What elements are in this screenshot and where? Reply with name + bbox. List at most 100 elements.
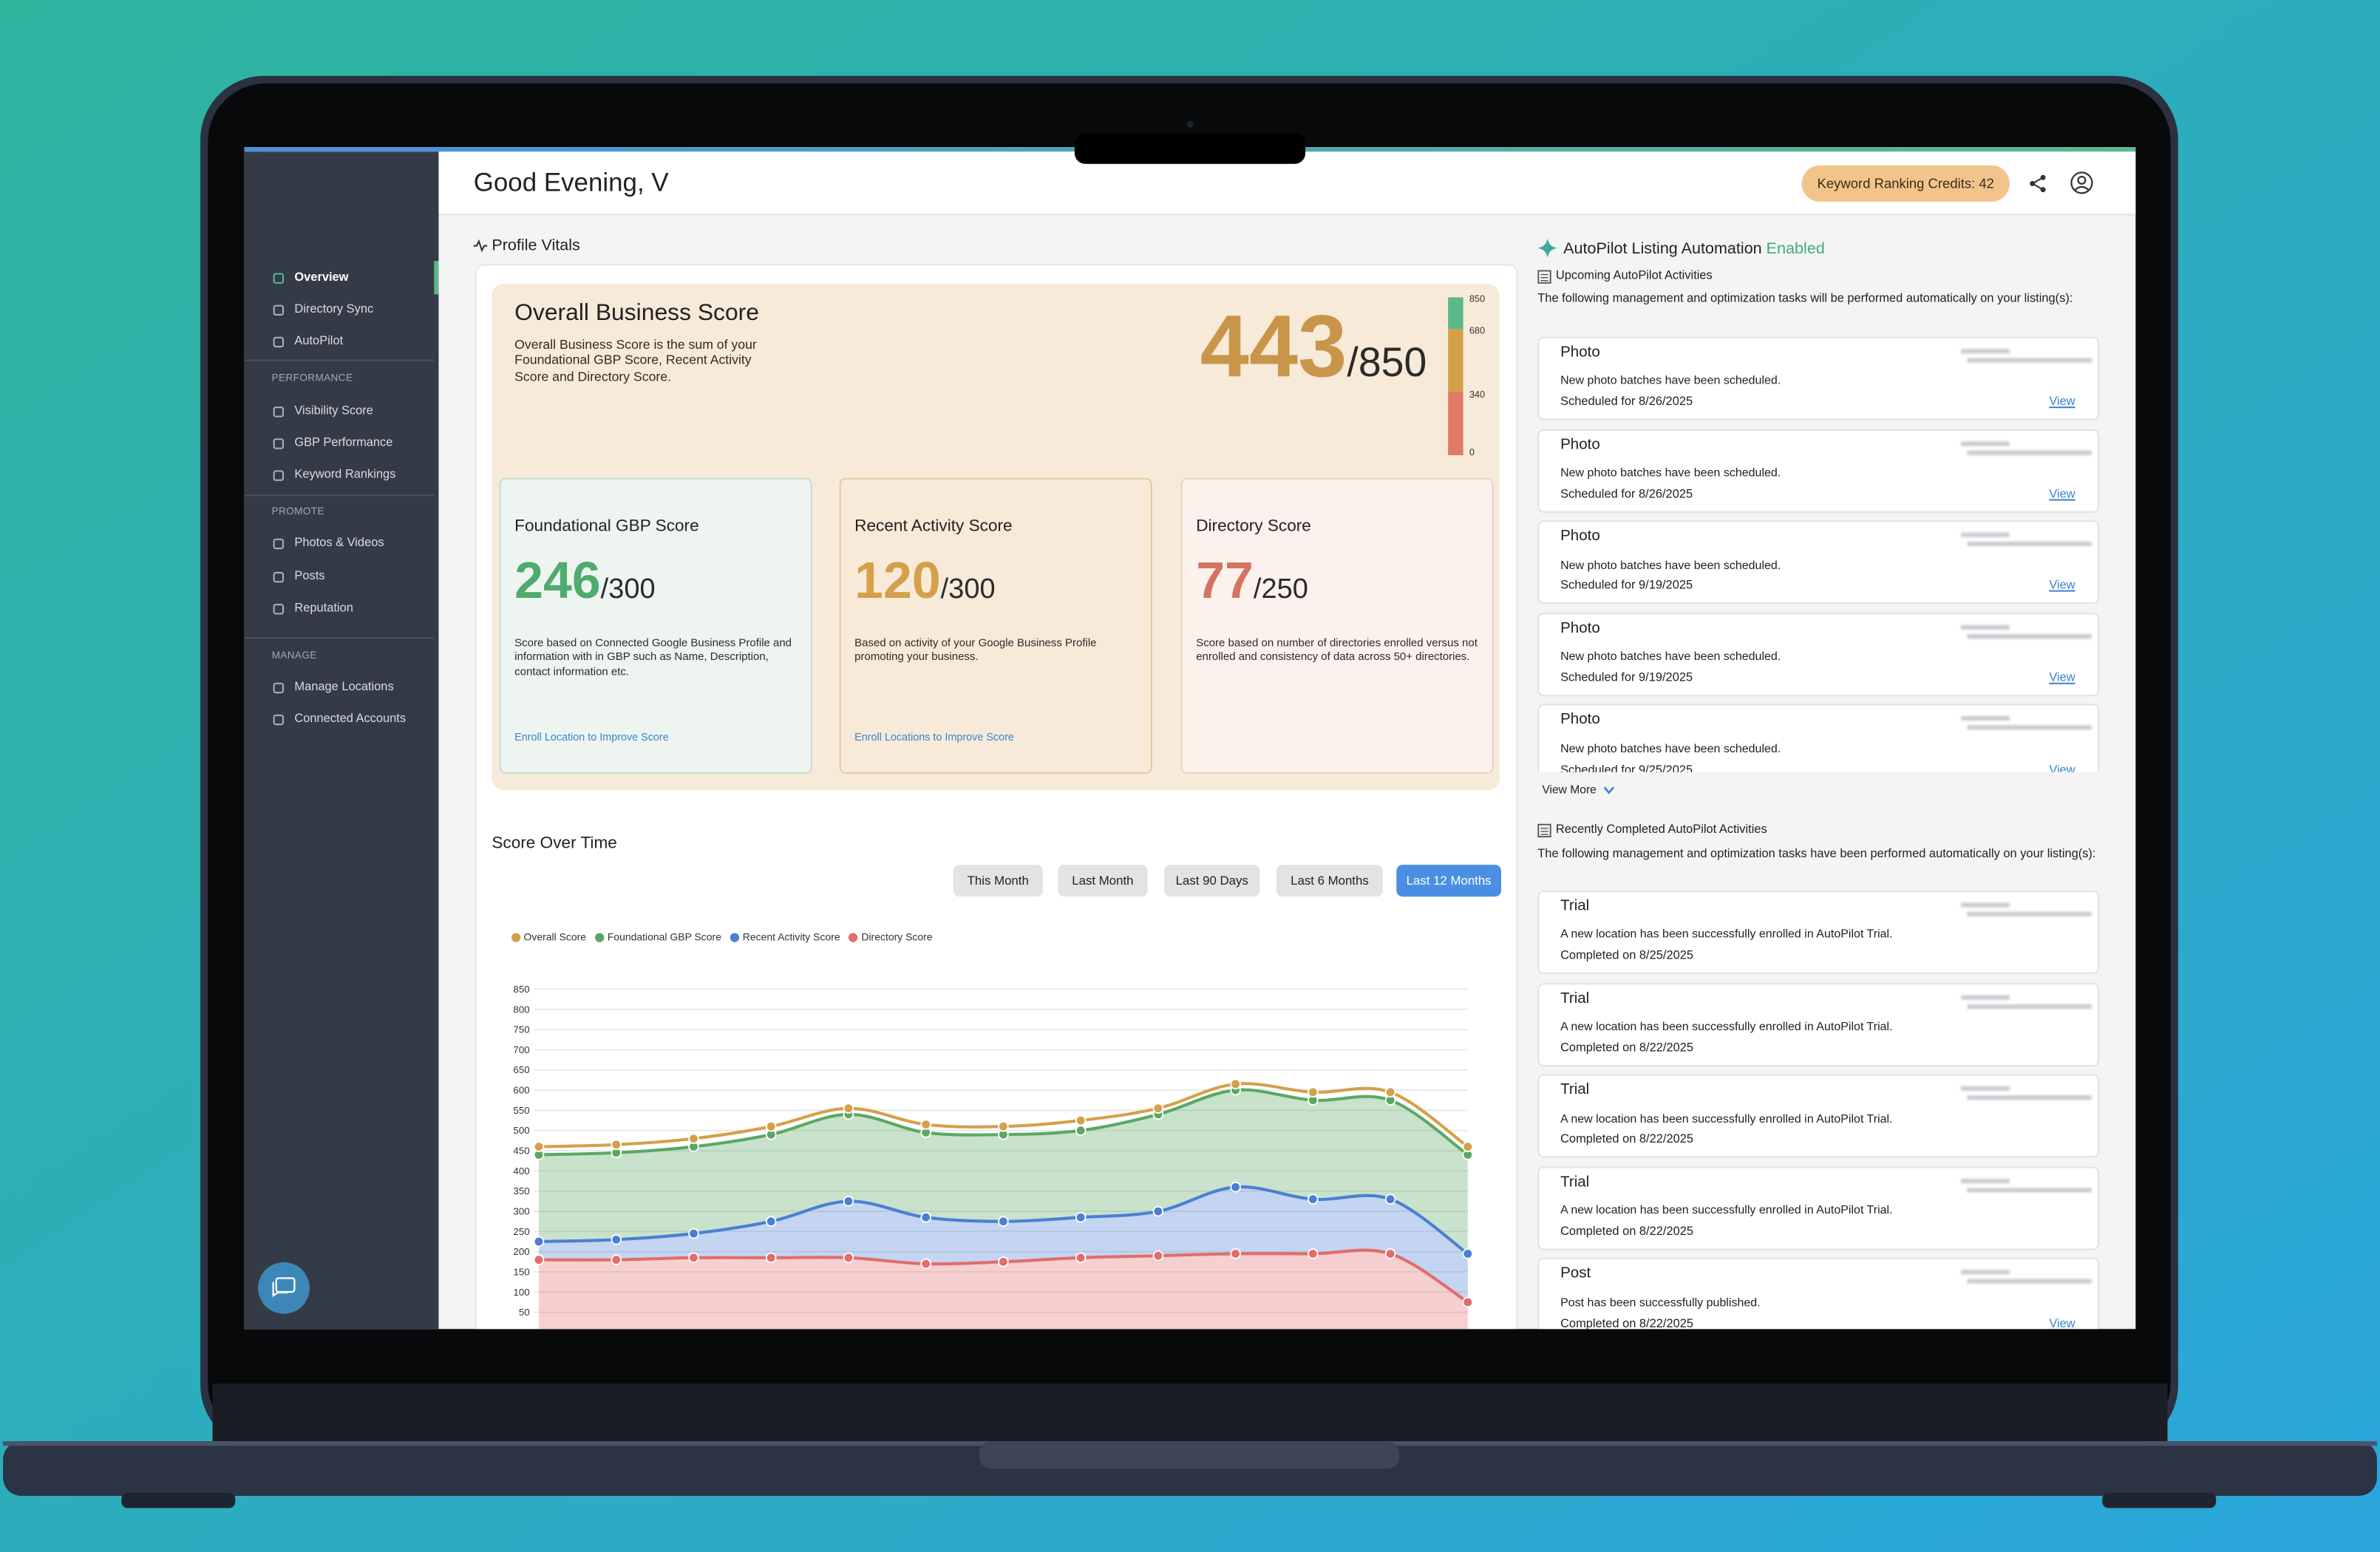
legend-dot [730, 933, 740, 942]
legend-item[interactable]: Recent Activity Score [730, 932, 840, 943]
legend-dot [595, 933, 605, 942]
card-description: Score based on Connected Google Business… [514, 636, 792, 678]
activity-title: Post [1560, 1265, 1591, 1283]
gauge-label: 340 [1469, 389, 1486, 401]
nav-icon [273, 272, 285, 283]
data-point [1384, 1086, 1396, 1098]
chat-button[interactable] [258, 1262, 310, 1314]
blurred-address [1967, 726, 2092, 731]
nav-item[interactable]: Overview [294, 270, 349, 285]
share-icon[interactable] [2030, 174, 2047, 193]
area [539, 1089, 1468, 1254]
nav-item[interactable]: Manage Locations [294, 680, 394, 694]
activity-link[interactable]: View [2049, 1316, 2075, 1330]
blurred-address [1967, 1279, 2092, 1284]
activity-title: Photo [1560, 528, 1600, 545]
card-score: 77/250 [1196, 555, 1484, 616]
nav-item[interactable]: Posts [294, 569, 325, 583]
legend-label: Directory Score [861, 932, 933, 943]
nav-icon [273, 681, 285, 693]
nav-item[interactable]: Visibility Score [294, 404, 373, 418]
data-point [1230, 1181, 1241, 1193]
range-button[interactable]: Last 90 Days [1164, 865, 1260, 897]
nav-item[interactable]: GBP Performance [294, 435, 393, 450]
legend: Overall Score Foundational GBP Score Recen… [511, 930, 1118, 945]
autopilot-status: Enabled [1766, 239, 1825, 258]
card-link[interactable]: Enroll Location to Improve Score [514, 732, 669, 743]
blurred-address [1961, 440, 2010, 446]
nav-item[interactable]: Photos & Videos [294, 536, 384, 550]
data-point [1308, 1086, 1319, 1098]
data-point [1075, 1211, 1087, 1223]
foot [2102, 1492, 2217, 1508]
card-description: Based on activity of your Google Busines… [854, 636, 1097, 664]
activity-link[interactable]: View [2049, 578, 2075, 593]
score-value: 120 [854, 552, 941, 610]
nav-item[interactable]: Directory Sync [294, 302, 374, 316]
data-point [1462, 1248, 1474, 1259]
data-point [688, 1252, 699, 1264]
nav-item[interactable]: Reputation [294, 601, 353, 615]
chevron [1603, 786, 1614, 794]
range-button[interactable]: Last 6 Months [1276, 865, 1383, 897]
data-point [1308, 1248, 1319, 1259]
view-more[interactable]: View More [1542, 783, 1597, 797]
card-link[interactable]: Enroll Locations to Improve Score [854, 732, 1014, 743]
activity-card [1537, 1258, 2100, 1330]
score-max: /250 [1253, 571, 1308, 605]
credits-pill[interactable]: Keyword Ranking Credits: 42 [1801, 165, 2010, 202]
data-point [688, 1133, 699, 1144]
card-title: Foundational GBP Score [514, 517, 699, 537]
gauge-label: 680 [1469, 326, 1486, 337]
range-button[interactable]: Last 12 Months [1396, 865, 1501, 897]
legend-item[interactable]: Foundational GBP Score [595, 932, 721, 943]
legend-item[interactable]: Overall Score [511, 932, 586, 943]
section-title: MANAGE [271, 650, 317, 662]
activity-link[interactable]: View [2049, 670, 2075, 684]
activity-date: Scheduled for 8/26/2025 [1560, 395, 1693, 409]
autopilot-icon [1537, 238, 1557, 258]
camera-notch [1074, 133, 1306, 164]
nav-item[interactable]: Keyword Rankings [294, 467, 396, 482]
data-point [533, 1254, 545, 1265]
data-point [1384, 1194, 1396, 1205]
foot [121, 1492, 236, 1508]
sidebar-separator [244, 494, 435, 497]
legend-dot [511, 933, 521, 942]
data-point [998, 1256, 1009, 1267]
blurred-address [1961, 902, 2010, 908]
gauge-segment [1448, 297, 1463, 330]
blurred-address [1961, 532, 2010, 538]
data-point [1462, 1141, 1474, 1152]
nav-item[interactable]: AutoPilot [294, 333, 344, 348]
legend-item[interactable]: Directory Score [849, 932, 933, 943]
blurred-address [1967, 911, 2092, 916]
activity-description: New photo batches have been scheduled. [1560, 557, 1781, 571]
nav-icon [273, 713, 285, 725]
activity-link[interactable]: View [2049, 395, 2075, 409]
card-title: Recent Activity Score [854, 517, 1013, 537]
legend-label: Recent Activity Score [742, 932, 840, 943]
activity-link[interactable]: View [2049, 762, 2075, 772]
data-point [920, 1119, 931, 1130]
data-point [533, 1236, 545, 1248]
y-tick-label: 800 [513, 1004, 529, 1015]
range-button[interactable]: This Month [953, 865, 1043, 897]
activity-link[interactable]: View [2049, 486, 2075, 501]
data-point [1075, 1252, 1087, 1264]
data-point [843, 1252, 854, 1264]
activity-title: Trial [1560, 898, 1590, 915]
blurred-address [1961, 994, 2010, 999]
y-tick-label: 250 [513, 1226, 529, 1237]
activity-description: A new location has been successfully enr… [1560, 1111, 1893, 1126]
section-title: PROMOTE [271, 506, 324, 518]
range-button[interactable]: Last Month [1058, 865, 1148, 897]
y-tick-label: 500 [513, 1125, 529, 1136]
activity-date: Completed on 8/22/2025 [1560, 1316, 1694, 1330]
data-point [611, 1254, 622, 1265]
activity-title: Trial [1560, 1082, 1590, 1099]
nav-icon [273, 336, 285, 347]
nav-item[interactable]: Connected Accounts [294, 712, 407, 726]
greeting: Good Evening, V [473, 168, 669, 197]
user-icon[interactable] [2070, 171, 2093, 194]
